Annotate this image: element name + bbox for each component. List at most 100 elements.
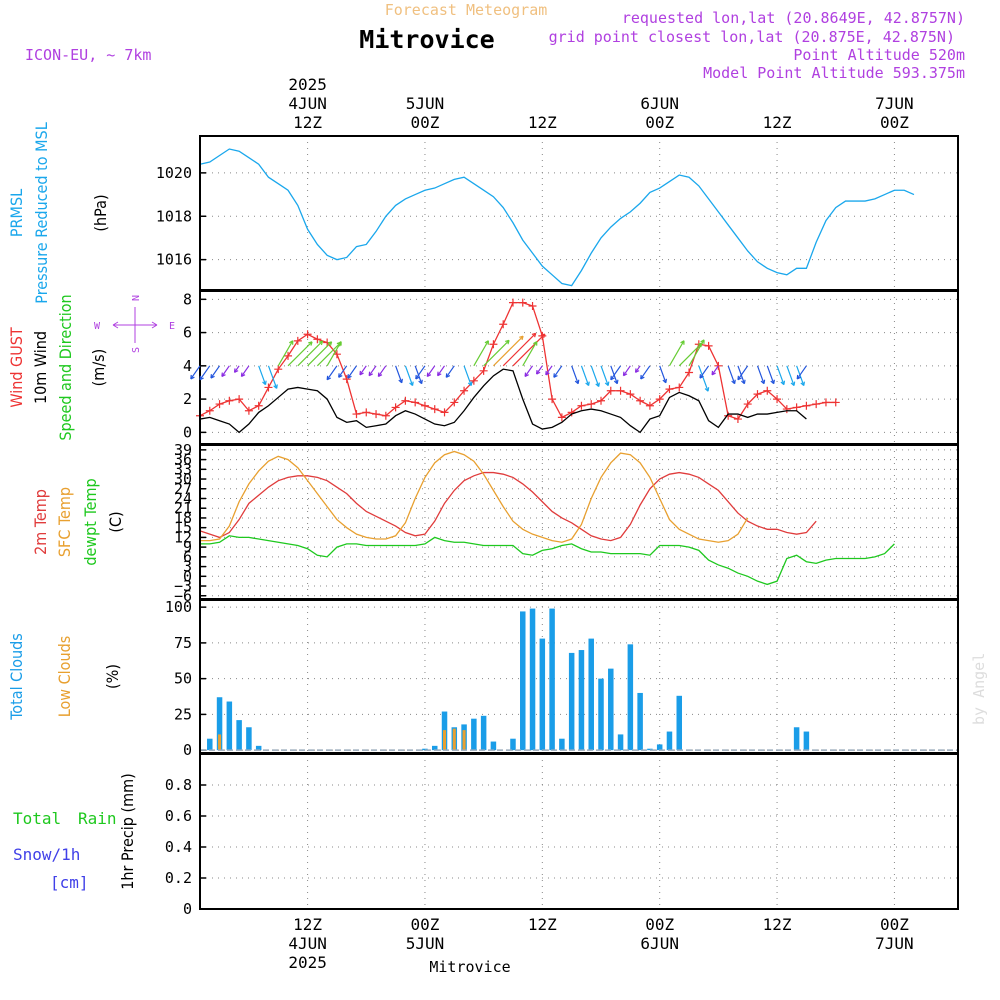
cloud-bar <box>549 608 555 751</box>
cloud-bar <box>216 697 223 751</box>
gust-marker <box>528 301 537 310</box>
ytick-label: 24 <box>174 489 192 507</box>
gust-marker <box>821 398 830 407</box>
wind-arrowhead <box>484 340 489 345</box>
time-label: 00Z <box>411 113 440 132</box>
ytick-label: 0 <box>183 423 192 441</box>
cloud-bar <box>617 734 624 751</box>
cloud-bar <box>471 718 477 751</box>
footer-location: Mitrovice <box>429 958 510 976</box>
panel-frame <box>199 290 959 445</box>
gust-marker <box>753 390 762 399</box>
wind-arrowhead <box>711 370 716 376</box>
wind-arrow <box>536 365 543 375</box>
wind-arrowhead <box>540 333 546 339</box>
wind-arrowhead <box>326 375 332 381</box>
gust-marker <box>489 340 498 349</box>
wind-arrowhead <box>595 382 600 387</box>
ytick-label: 1020 <box>156 164 192 182</box>
ytick-label: 3 <box>183 558 192 576</box>
wind-arrowhead <box>505 339 510 345</box>
cloud-bar <box>539 638 546 751</box>
ytick-label: 0.4 <box>165 838 192 856</box>
wind-arrowhead <box>662 378 668 384</box>
gust-marker <box>499 320 508 329</box>
time-label: 4JUN <box>288 94 327 113</box>
panel-frame <box>199 135 959 291</box>
ylabel-1-1: 10m Wind <box>31 331 50 404</box>
ylabel-3-2: (%) <box>103 664 122 689</box>
time-label: 7JUN <box>875 934 914 953</box>
precipitation-panel: 0 0.2 0.4 0.6 0.8 1hr Precip (mm) Total Rain Sno… <box>13 753 959 918</box>
model-label: ICON-EU, ~ 7km <box>25 46 151 64</box>
cloud-bar <box>246 727 252 751</box>
wind-arrow <box>190 365 201 380</box>
gust-marker <box>420 401 429 410</box>
wind-arrowhead <box>610 375 615 381</box>
time-label: 12Z <box>528 915 557 934</box>
wind-arrowhead <box>634 368 640 373</box>
time-label: 00Z <box>645 113 674 132</box>
wind-direction-arrows <box>190 332 807 392</box>
wind-arrow <box>338 365 348 378</box>
time-label: 12Z <box>293 113 322 132</box>
gust-marker <box>264 383 273 392</box>
ytick-label: 0.2 <box>165 869 192 887</box>
credit-watermark: by Angel <box>970 653 988 725</box>
chart-title: Mitrovice <box>359 25 494 54</box>
gust-marker <box>773 395 782 404</box>
gust-marker <box>274 365 283 374</box>
ytick-label: 33 <box>174 460 192 478</box>
wind-arrow <box>590 365 600 387</box>
cloud-bar <box>490 741 497 751</box>
wind-arrowhead <box>553 373 558 378</box>
wind-arrowhead <box>604 381 610 387</box>
info-grid-point: grid point closest lon,lat (20.875E, 42.… <box>549 28 955 46</box>
wind-arrowhead <box>190 374 195 380</box>
gust-marker <box>372 410 381 419</box>
time-label: 2025 <box>288 75 327 94</box>
wind-arrow <box>326 365 338 381</box>
wind-arrowhead <box>574 379 580 385</box>
info-point-altitude: Point Altitude 520m <box>793 46 965 64</box>
ytick-label: 30 <box>174 470 192 488</box>
gust-marker <box>284 351 293 360</box>
ytick-label: 0 <box>183 741 192 759</box>
gust-marker <box>685 368 694 377</box>
wind-arrow <box>483 339 510 367</box>
wind-arrow <box>316 342 342 367</box>
ylabel-1-3: (m/s) <box>89 349 108 387</box>
time-label: 12Z <box>763 915 792 934</box>
gust-marker <box>577 401 586 410</box>
wind-arrowhead <box>770 379 775 385</box>
wind-arrowhead <box>699 374 704 379</box>
ytick-label: 15 <box>174 519 192 537</box>
wind-arrow <box>678 342 703 367</box>
gust-marker <box>469 376 478 385</box>
cloud-bar <box>578 650 585 751</box>
ylabel-2-2: dewpt Temp <box>81 478 100 565</box>
gust-marker <box>508 298 517 307</box>
gust-marker <box>479 366 488 375</box>
wind-arrow <box>600 365 609 386</box>
10m-wind-line <box>199 368 807 434</box>
wind-arrowhead <box>533 341 538 346</box>
wind-arrowhead <box>741 379 746 385</box>
gust-marker <box>342 375 351 384</box>
wind-arrow <box>571 365 579 384</box>
wind-arrowhead <box>437 371 442 377</box>
ytick-label: 27 <box>174 480 192 498</box>
precip-legend-0: Total <box>13 809 61 828</box>
wind-arrowhead <box>318 340 324 346</box>
wind-arrow <box>776 365 785 385</box>
wind-arrow <box>368 365 377 377</box>
time-label: 00Z <box>880 113 909 132</box>
gust-marker <box>763 386 772 395</box>
cloud-bar <box>207 738 213 751</box>
gust-marker <box>675 383 684 392</box>
wind-arrowhead <box>415 374 420 380</box>
gust-marker <box>518 298 527 307</box>
wind-arrowhead <box>531 332 537 338</box>
gust-marker <box>313 335 322 344</box>
